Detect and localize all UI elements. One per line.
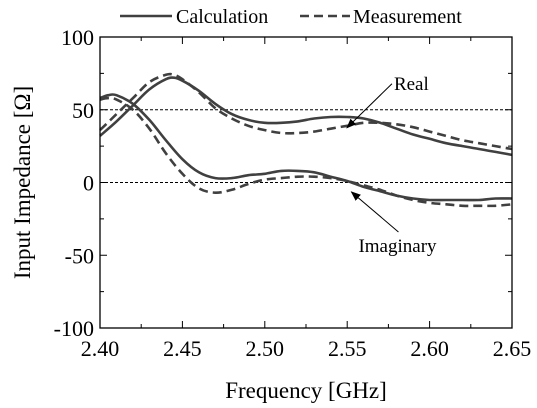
y-tick-label: 100 [61, 25, 94, 50]
y-tick-label: -100 [54, 316, 94, 341]
y-axis-title: Input Impedance [Ω] [10, 86, 35, 279]
x-axis-title: Frequency [GHz] [225, 378, 387, 403]
series-measurement-imaginary [99, 96, 513, 208]
series-calculation-real [99, 76, 513, 157]
legend: Calculation Measurement [120, 6, 462, 28]
annotations: Real Imaginary [346, 74, 437, 257]
x-tick-label: 2.60 [410, 336, 449, 361]
series-measurement-real [99, 72, 513, 151]
axis-ticks: 2.40 2.45 2.50 2.55 2.60 2.65 100 50 0 -50 -100 [54, 25, 532, 361]
legend-label-calculation: Calculation [176, 6, 268, 28]
series-calculation-imaginary [99, 93, 513, 202]
y-tick-label: 0 [83, 171, 94, 196]
annotation-imaginary-arrow [350, 191, 399, 233]
x-tick-label: 2.45 [163, 336, 202, 361]
annotation-real-label: Real [394, 74, 429, 95]
annotation-imaginary-label: Imaginary [358, 236, 437, 257]
series-lines [99, 72, 513, 208]
x-tick-label: 2.50 [246, 336, 285, 361]
y-tick-label: 50 [72, 98, 94, 123]
x-tick-label: 2.55 [328, 336, 367, 361]
x-tick-label: 2.65 [493, 336, 532, 361]
x-tick-label: 2.40 [81, 336, 120, 361]
annotation-real-arrow [346, 83, 393, 129]
y-tick-label: -50 [65, 243, 94, 268]
reference-lines [100, 109, 512, 183]
legend-label-measurement: Measurement [353, 6, 462, 28]
